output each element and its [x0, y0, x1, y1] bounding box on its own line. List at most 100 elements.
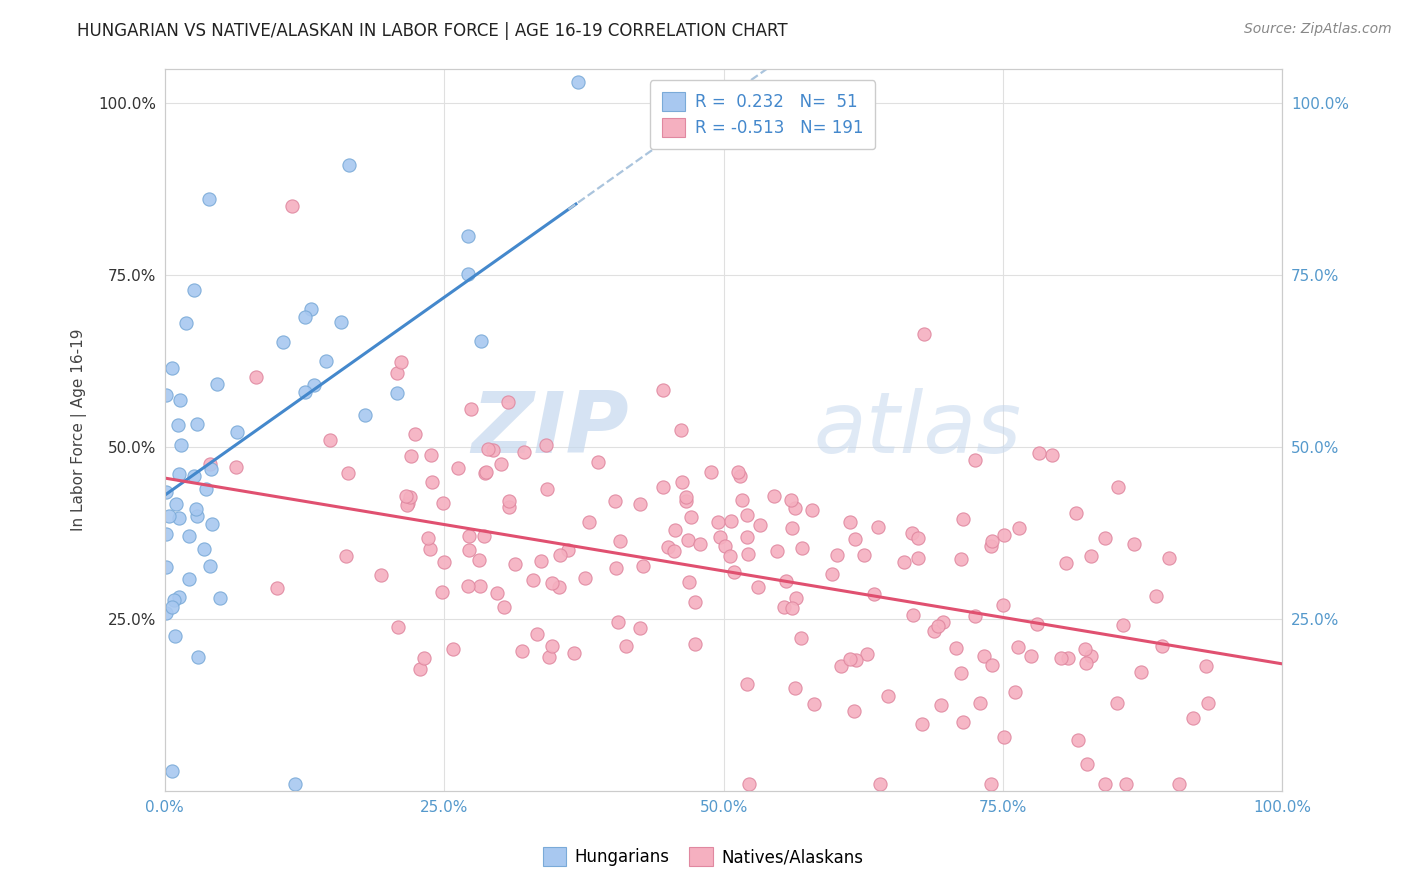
Point	[399, 490, 422, 504]
Point	[950, 552, 973, 566]
Point	[512, 444, 534, 458]
Point	[208, 591, 231, 605]
Point	[845, 653, 868, 667]
Point	[676, 533, 699, 547]
Text: ZIP: ZIP	[471, 388, 628, 471]
Point	[856, 647, 879, 661]
Text: HUNGARIAN VS NATIVE/ALASKAN IN LABOR FORCE | AGE 16-19 CORRELATION CHART: HUNGARIAN VS NATIVE/ALASKAN IN LABOR FOR…	[77, 22, 787, 40]
Point	[299, 301, 322, 316]
Point	[790, 541, 813, 555]
Point	[609, 534, 631, 549]
Point	[993, 527, 1015, 541]
Point	[564, 646, 586, 660]
Point	[735, 677, 758, 691]
Point	[225, 460, 247, 475]
Point	[766, 543, 789, 558]
Point	[186, 417, 208, 432]
Point	[165, 497, 187, 511]
Point	[820, 566, 842, 581]
Point	[785, 681, 807, 696]
Point	[718, 549, 741, 563]
Point	[735, 508, 758, 522]
Point	[963, 609, 986, 624]
Point	[678, 574, 700, 589]
Point	[470, 334, 492, 349]
Point	[420, 448, 443, 462]
Point	[901, 525, 924, 540]
Point	[675, 494, 697, 508]
Point	[329, 315, 352, 329]
Point	[1054, 556, 1077, 570]
Point	[1129, 665, 1152, 680]
Point	[389, 355, 412, 369]
Point	[1028, 446, 1050, 460]
Point	[396, 498, 419, 512]
Point	[727, 465, 749, 479]
Point	[607, 615, 630, 630]
Point	[155, 606, 177, 620]
Point	[1019, 648, 1042, 663]
Point	[671, 475, 693, 489]
Point	[1074, 657, 1097, 671]
Point	[155, 527, 177, 541]
Point	[387, 620, 409, 634]
Point	[198, 457, 221, 471]
Point	[498, 500, 520, 515]
Y-axis label: In Labor Force | Age 16-19: In Labor Force | Age 16-19	[72, 328, 87, 531]
Point	[709, 530, 731, 544]
Point	[169, 393, 191, 408]
Point	[315, 354, 337, 368]
Point	[1067, 733, 1090, 747]
Point	[385, 367, 408, 381]
Point	[162, 361, 184, 376]
Point	[1167, 777, 1189, 791]
Point	[775, 574, 797, 588]
Point	[842, 704, 865, 718]
Point	[945, 641, 967, 656]
Point	[973, 649, 995, 664]
Point	[1049, 651, 1071, 665]
Point	[969, 696, 991, 710]
Point	[929, 698, 952, 713]
Point	[167, 590, 190, 604]
Point	[155, 387, 177, 401]
Point	[271, 335, 294, 350]
Point	[335, 549, 357, 563]
Point	[468, 553, 491, 567]
Point	[731, 493, 754, 508]
Point	[370, 568, 392, 582]
Point	[457, 229, 479, 244]
Point	[1195, 658, 1218, 673]
Point	[586, 454, 609, 468]
Point	[482, 442, 505, 457]
Point	[409, 662, 432, 676]
Point	[302, 378, 325, 392]
Point	[548, 580, 571, 594]
Point	[201, 516, 224, 531]
Point	[720, 514, 742, 528]
Point	[337, 466, 360, 480]
Point	[1111, 618, 1133, 632]
Point	[186, 650, 208, 665]
Point	[162, 593, 184, 607]
Point	[773, 599, 796, 614]
Point	[489, 457, 512, 471]
Point	[1107, 697, 1129, 711]
Point	[245, 370, 267, 384]
Point	[399, 450, 422, 464]
Text: atlas: atlas	[813, 388, 1021, 471]
Point	[699, 466, 721, 480]
Point	[419, 541, 441, 556]
Point	[605, 494, 627, 508]
Point	[927, 619, 949, 633]
Point	[1007, 521, 1029, 535]
Point	[1144, 589, 1167, 603]
Point	[844, 532, 866, 546]
Point	[664, 524, 686, 538]
Point	[652, 480, 675, 494]
Point	[548, 548, 571, 562]
Point	[526, 627, 548, 641]
Point	[738, 777, 761, 791]
Point	[432, 496, 454, 510]
Point	[839, 652, 862, 666]
